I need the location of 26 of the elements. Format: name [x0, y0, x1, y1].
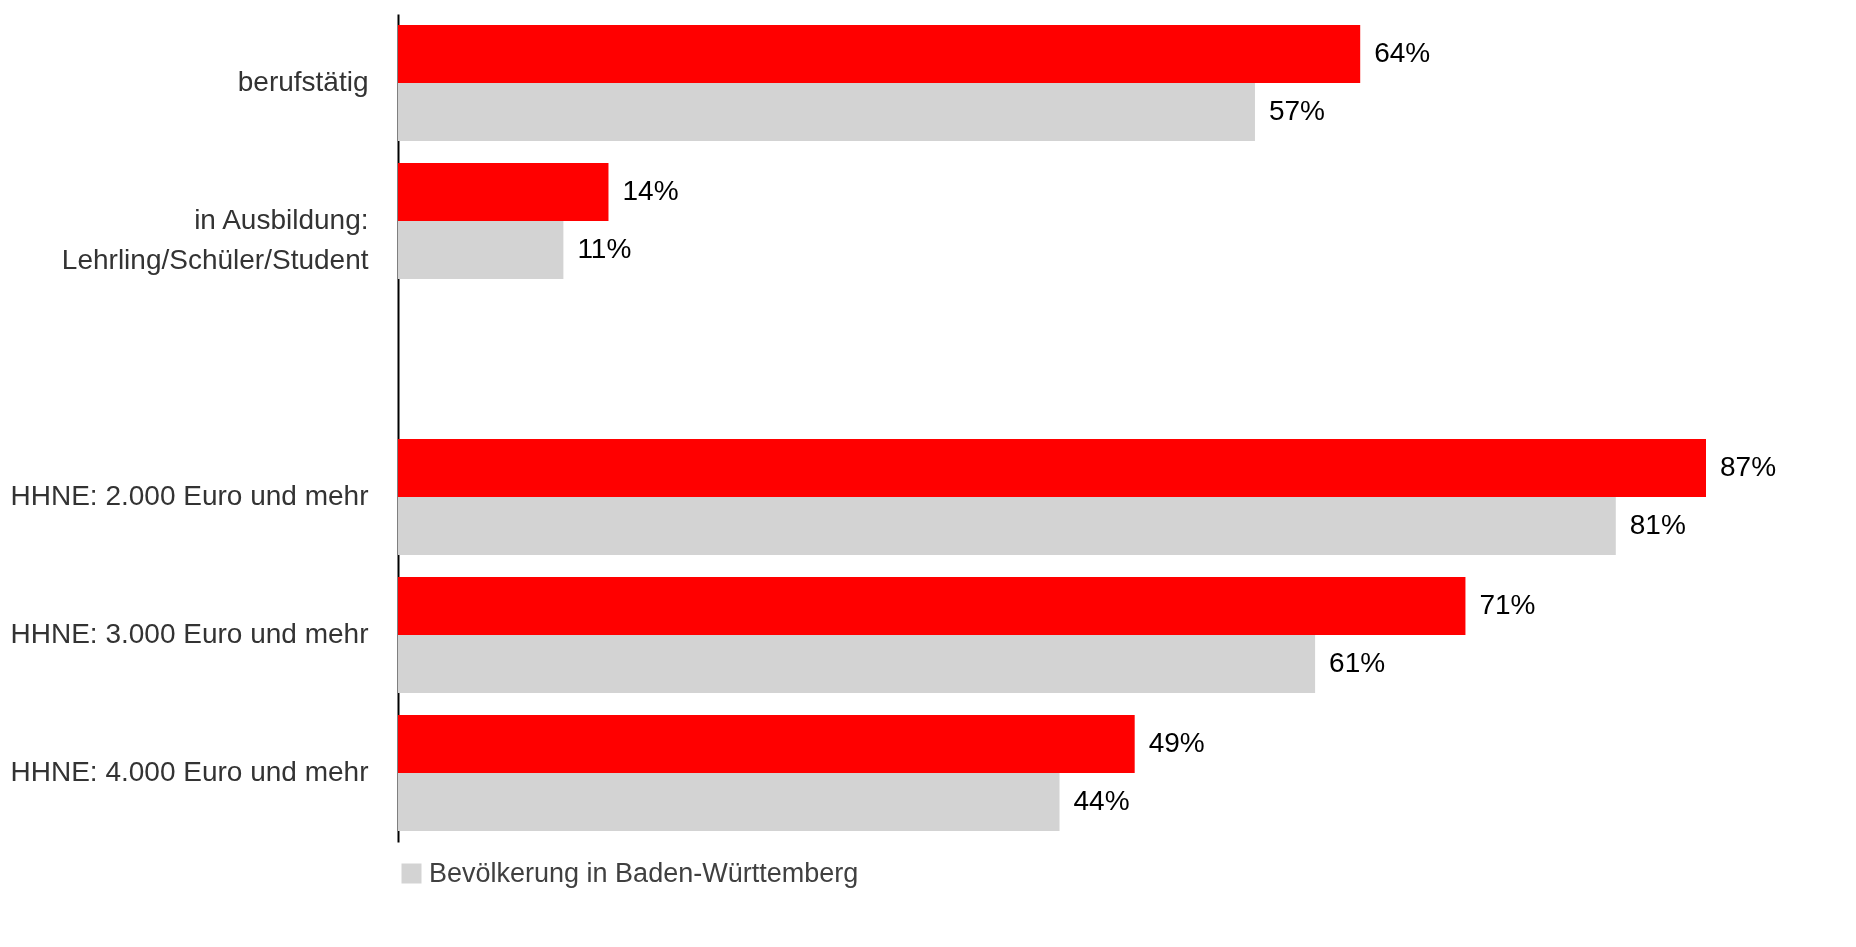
bar	[398, 577, 1466, 635]
legend-label: Bevölkerung in Baden-Württemberg	[429, 857, 859, 888]
bar	[398, 715, 1135, 773]
data-label: 57%	[1268, 94, 1326, 126]
data-label: 14%	[622, 175, 679, 207]
data-label: 11%	[577, 232, 632, 264]
data-label: 44%	[1073, 784, 1130, 816]
y-tick-label: in Ausbildung: Lehrling/Schüler/Student	[61, 204, 369, 275]
data-label: 71%	[1479, 589, 1536, 621]
y-tick-label: HHNE: 3.000 Euro und mehr	[10, 618, 369, 649]
y-tick-label: HHNE: 2.000 Euro und mehr	[10, 480, 369, 511]
bar	[398, 221, 564, 279]
bar	[398, 439, 1706, 497]
bar	[398, 773, 1060, 831]
bar	[398, 635, 1316, 693]
bar	[398, 25, 1361, 83]
bar	[398, 163, 609, 221]
data-label: 87%	[1720, 451, 1777, 483]
bar	[398, 497, 1616, 555]
bar	[398, 83, 1255, 141]
y-tick-label: HHNE: 4.000 Euro und mehr	[10, 756, 369, 787]
y-tick-label: berufstätig	[237, 66, 369, 97]
data-label: 49%	[1148, 727, 1205, 759]
data-label: 81%	[1629, 508, 1686, 540]
data-label: 64%	[1374, 37, 1431, 69]
data-label: 61%	[1329, 646, 1386, 678]
